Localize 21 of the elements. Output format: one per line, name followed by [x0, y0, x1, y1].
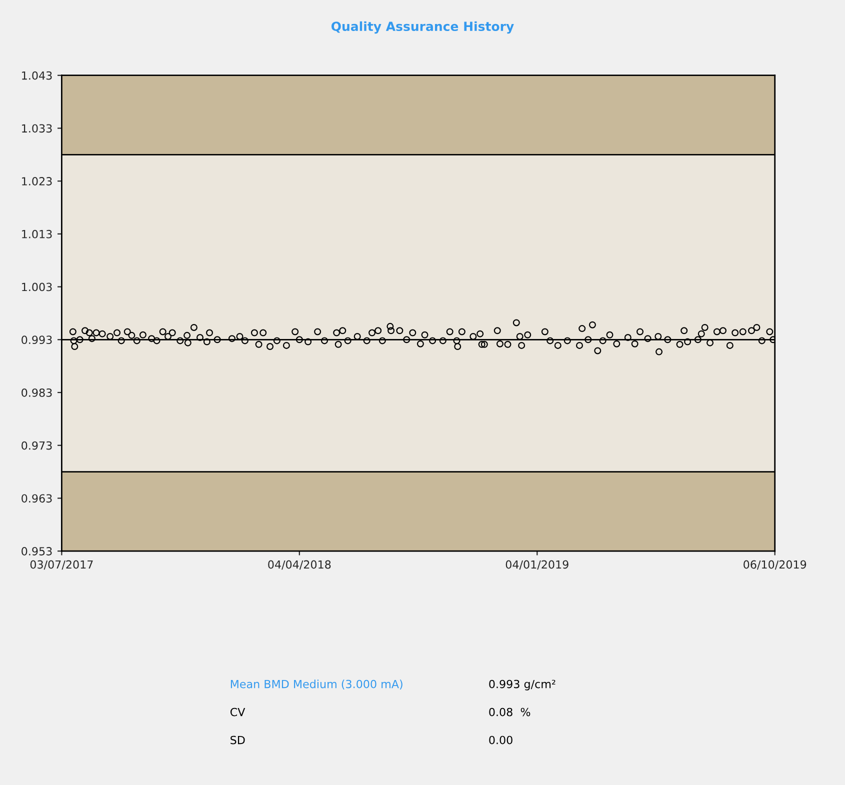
- text: CV: [230, 708, 246, 716]
- y-tick-label: 1.013: [22, 230, 52, 238]
- y-tick-label: 1.023: [22, 177, 52, 186]
- x-tick-label: 06/10/2019: [744, 560, 806, 570]
- y-tick-label: 0.973: [22, 441, 52, 450]
- y-tick-label: 1.003: [22, 282, 52, 292]
- text: 0.08 %: [489, 708, 530, 716]
- y-tick-label: 1.033: [22, 124, 52, 133]
- chart-title: Quality Assurance History: [331, 21, 514, 34]
- y-tick-label: 0.963: [22, 494, 52, 503]
- text: 0.993 g/cm²: [489, 680, 556, 690]
- text: Mean BMD Medium (3.000 mA): [230, 680, 402, 690]
- y-tick-label: 0.993: [22, 336, 52, 344]
- y-tick-label: 1.043: [22, 71, 52, 80]
- x-tick-label: 03/07/2017: [30, 560, 93, 570]
- y-tick-label: 0.983: [22, 388, 52, 397]
- x-tick-label: 04/04/2018: [268, 560, 331, 570]
- text: 0.00: [489, 736, 512, 744]
- y-tick-label: 0.953: [22, 547, 52, 556]
- x-tick-label: 04/01/2019: [506, 560, 568, 570]
- text: SD: [230, 736, 245, 744]
